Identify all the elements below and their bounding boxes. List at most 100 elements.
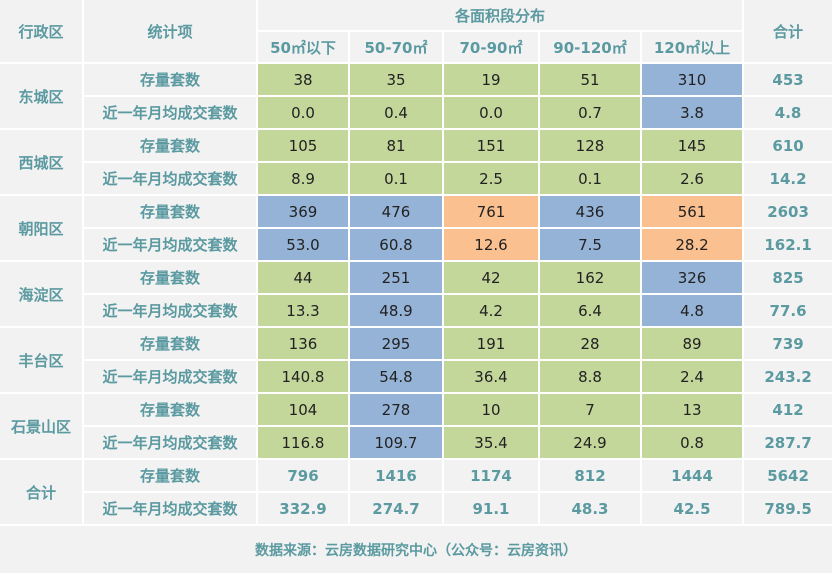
- stock-total-cell: 1416: [350, 460, 442, 491]
- monthly-cell: 2.4: [642, 361, 743, 392]
- stock-cell: 136: [258, 328, 348, 359]
- table-row: 近一年月均成交套数 53.0 60.8 12.6 7.5 28.2 162.1: [0, 229, 832, 260]
- header-metric: 统计项: [84, 0, 256, 62]
- metric-label-monthly: 近一年月均成交套数: [84, 361, 256, 392]
- metric-label-stock: 存量套数: [84, 262, 256, 293]
- monthly-total-cell: 77.6: [744, 295, 832, 326]
- monthly-total-cell: 91.1: [444, 493, 538, 524]
- stock-cell: 38: [258, 64, 348, 95]
- stock-cell: 51: [540, 64, 640, 95]
- stock-cell: 251: [350, 262, 442, 293]
- table-row: 石景山区 存量套数 104 278 10 7 13 412: [0, 394, 832, 458]
- stock-total-cell: 825: [744, 262, 832, 293]
- monthly-cell: 3.8: [642, 97, 743, 128]
- totals-row: 近一年月均成交套数 332.9 274.7 91.1 48.3 42.5 789.5: [0, 493, 832, 524]
- monthly-cell: 53.0: [258, 229, 348, 260]
- header-band: 120㎡以上: [642, 32, 743, 62]
- table-row: 近一年月均成交套数 0.0 0.4 0.0 0.7 3.8 4.8: [0, 97, 832, 128]
- monthly-cell: 0.0: [444, 97, 538, 128]
- metric-label-monthly: 近一年月均成交套数: [84, 97, 256, 128]
- stock-cell: 10: [444, 394, 538, 425]
- monthly-total-cell: 48.3: [540, 493, 640, 524]
- monthly-cell: 4.8: [642, 295, 743, 326]
- stock-cell: 326: [642, 262, 743, 293]
- stock-cell: 13: [642, 394, 743, 425]
- monthly-cell: 54.8: [350, 361, 442, 392]
- stock-total-cell: 796: [258, 460, 348, 491]
- table-row: 近一年月均成交套数 140.8 54.8 36.4 8.8 2.4 243.2: [0, 361, 832, 392]
- stock-cell: 162: [540, 262, 640, 293]
- monthly-total-cell: 162.1: [744, 229, 832, 260]
- stock-total-cell: 812: [540, 460, 640, 491]
- monthly-cell: 6.4: [540, 295, 640, 326]
- monthly-cell: 24.9: [540, 427, 640, 458]
- stock-cell: 436: [540, 196, 640, 227]
- district-name: 东城区: [0, 64, 82, 128]
- header-band: 90-120㎡: [540, 32, 640, 62]
- monthly-cell: 12.6: [444, 229, 538, 260]
- monthly-cell: 36.4: [444, 361, 538, 392]
- district-name: 朝阳区: [0, 196, 82, 260]
- totals-row: 合计 存量套数 796 1416 1174 812 1444 5642: [0, 460, 832, 524]
- header-band: 50㎡以下: [258, 32, 348, 62]
- stock-cell: 44: [258, 262, 348, 293]
- metric-label-monthly: 近一年月均成交套数: [84, 229, 256, 260]
- monthly-cell: 0.1: [540, 163, 640, 194]
- monthly-total-cell: 4.8: [744, 97, 832, 128]
- district-name: 石景山区: [0, 394, 82, 458]
- table-row: 近一年月均成交套数 8.9 0.1 2.5 0.1 2.6 14.2: [0, 163, 832, 194]
- district-name: 西城区: [0, 130, 82, 194]
- table-row: 西城区 存量套数 105 81 151 128 145 610: [0, 130, 832, 194]
- monthly-cell: 28.2: [642, 229, 743, 260]
- table-row: 东城区 存量套数 38 35 19 51 310 453: [0, 64, 832, 128]
- stock-cell: 105: [258, 130, 348, 161]
- stock-cell: 35: [350, 64, 442, 95]
- monthly-cell: 140.8: [258, 361, 348, 392]
- monthly-cell: 8.8: [540, 361, 640, 392]
- stock-cell: 561: [642, 196, 743, 227]
- stock-cell: 81: [350, 130, 442, 161]
- stock-total-cell: 453: [744, 64, 832, 95]
- stock-cell: 476: [350, 196, 442, 227]
- stock-cell: 761: [444, 196, 538, 227]
- stock-total-cell: 610: [744, 130, 832, 161]
- totals-label: 合计: [0, 460, 82, 524]
- grand-monthly-total: 789.5: [744, 493, 832, 524]
- monthly-cell: 7.5: [540, 229, 640, 260]
- monthly-cell: 4.2: [444, 295, 538, 326]
- stock-total-cell: 739: [744, 328, 832, 359]
- metric-label-stock: 存量套数: [84, 64, 256, 95]
- monthly-cell: 13.3: [258, 295, 348, 326]
- metric-label-monthly: 近一年月均成交套数: [84, 493, 256, 524]
- stock-total-cell: 1444: [642, 460, 743, 491]
- monthly-cell: 0.4: [350, 97, 442, 128]
- metric-label-monthly: 近一年月均成交套数: [84, 427, 256, 458]
- monthly-cell: 8.9: [258, 163, 348, 194]
- monthly-cell: 48.9: [350, 295, 442, 326]
- stock-cell: 128: [540, 130, 640, 161]
- monthly-total-cell: 14.2: [744, 163, 832, 194]
- stock-cell: 191: [444, 328, 538, 359]
- stock-total-cell: 1174: [444, 460, 538, 491]
- monthly-cell: 0.0: [258, 97, 348, 128]
- monthly-cell: 109.7: [350, 427, 442, 458]
- metric-label-stock: 存量套数: [84, 328, 256, 359]
- table-body: 东城区 存量套数 38 35 19 51 310 453 近一年月均成交套数 0.0 0.4 0.0 0…: [0, 64, 832, 524]
- header-total: 合计: [744, 0, 832, 62]
- stock-cell: 151: [444, 130, 538, 161]
- metric-label-stock: 存量套数: [84, 196, 256, 227]
- stock-cell: 104: [258, 394, 348, 425]
- metric-label-monthly: 近一年月均成交套数: [84, 163, 256, 194]
- header-band: 70-90㎡: [444, 32, 538, 62]
- stock-cell: 278: [350, 394, 442, 425]
- stock-cell: 369: [258, 196, 348, 227]
- monthly-cell: 0.7: [540, 97, 640, 128]
- monthly-cell: 60.8: [350, 229, 442, 260]
- monthly-cell: 2.6: [642, 163, 743, 194]
- district-name: 海淀区: [0, 262, 82, 326]
- grand-stock-total: 5642: [744, 460, 832, 491]
- header-distribution: 各面积段分布: [258, 0, 743, 30]
- stock-cell: 310: [642, 64, 743, 95]
- monthly-total-cell: 274.7: [350, 493, 442, 524]
